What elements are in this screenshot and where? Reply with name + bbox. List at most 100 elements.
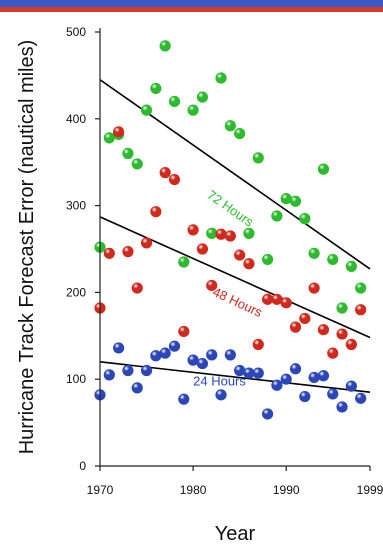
data-point xyxy=(308,247,320,259)
data-point xyxy=(271,379,283,391)
trend-line xyxy=(99,79,371,270)
trend-line xyxy=(99,216,371,339)
data-point xyxy=(261,408,274,420)
x-tick-label: 1990 xyxy=(273,483,300,497)
data-point xyxy=(252,338,264,351)
series-label: 72 Hours xyxy=(204,187,256,230)
data-point xyxy=(131,158,143,170)
y-tick-label: 100 xyxy=(66,372,86,386)
data-point xyxy=(187,354,199,366)
data-point xyxy=(345,380,357,392)
data-point xyxy=(150,82,162,95)
data-point xyxy=(308,371,320,384)
y-axis-title: Hurricane Track Forecast Error (nautical… xyxy=(16,40,38,455)
data-point xyxy=(355,304,367,316)
data-point xyxy=(289,195,302,207)
data-point xyxy=(122,364,134,377)
data-point xyxy=(299,213,311,225)
y-tick-label: 200 xyxy=(66,285,86,299)
data-point xyxy=(308,282,320,294)
header-stripe-red xyxy=(0,7,383,12)
data-point xyxy=(243,227,255,239)
data-point xyxy=(345,260,357,272)
data-point xyxy=(215,228,227,240)
data-point xyxy=(196,357,209,370)
series-label: 24 Hours xyxy=(193,373,246,388)
data-point xyxy=(317,163,330,175)
data-point xyxy=(280,373,292,385)
data-point xyxy=(103,132,115,144)
data-point xyxy=(345,338,357,351)
data-point xyxy=(243,258,255,270)
data-point xyxy=(206,349,218,361)
data-point xyxy=(178,256,190,268)
data-point xyxy=(317,370,330,382)
x-tick-label: 1970 xyxy=(87,483,114,497)
data-point xyxy=(150,350,162,362)
data-point xyxy=(206,227,218,239)
data-point xyxy=(234,249,246,261)
data-point xyxy=(103,247,115,259)
data-point xyxy=(261,253,274,266)
data-point xyxy=(150,206,162,218)
data-point xyxy=(336,328,348,340)
data-point xyxy=(168,95,181,108)
data-point xyxy=(103,369,115,381)
data-point xyxy=(271,293,283,305)
data-point xyxy=(187,104,199,116)
data-point xyxy=(215,72,227,84)
data-point xyxy=(252,152,264,164)
data-point xyxy=(252,367,264,379)
x-axis-title: Year xyxy=(215,523,256,545)
data-point xyxy=(224,230,236,242)
header-stripe-blue xyxy=(0,0,383,7)
data-point xyxy=(187,224,199,236)
data-point xyxy=(289,321,302,333)
data-point xyxy=(261,293,274,305)
data-point xyxy=(224,120,236,132)
data-point xyxy=(196,243,209,255)
data-point xyxy=(327,347,339,359)
data-point xyxy=(215,389,227,401)
data-point xyxy=(234,127,246,140)
data-point xyxy=(224,349,236,361)
data-point xyxy=(140,237,153,249)
data-point xyxy=(168,340,181,352)
data-points xyxy=(94,40,367,420)
data-point xyxy=(299,390,311,403)
data-point xyxy=(289,363,302,375)
data-point xyxy=(122,246,134,258)
data-point xyxy=(327,388,339,400)
data-point xyxy=(131,382,143,394)
data-point xyxy=(206,279,218,292)
data-point xyxy=(355,392,367,404)
x-tick-label: 1980 xyxy=(180,483,207,497)
data-point xyxy=(140,364,153,377)
data-point xyxy=(159,40,171,52)
data-point xyxy=(336,401,348,413)
data-point xyxy=(122,147,134,160)
data-point xyxy=(113,342,125,354)
series-label: 48 Hours xyxy=(210,284,265,320)
data-point xyxy=(178,393,190,405)
data-point xyxy=(159,347,171,359)
data-point xyxy=(140,104,153,116)
y-tick-label: 0 xyxy=(79,459,86,473)
data-point xyxy=(280,297,292,309)
data-point xyxy=(327,253,339,266)
y-tick-label: 500 xyxy=(66,25,86,39)
data-point xyxy=(131,282,143,294)
data-point xyxy=(355,282,367,294)
data-point xyxy=(113,126,125,138)
axes: 0 100 200 300 400 500 1970 1980 1990 1999 xyxy=(66,25,383,497)
data-point xyxy=(317,324,330,336)
data-point xyxy=(178,325,190,338)
data-point xyxy=(168,173,181,186)
data-point xyxy=(299,312,311,325)
y-tick-label: 300 xyxy=(66,199,86,213)
data-point xyxy=(159,167,171,179)
x-tick-label: 1999 xyxy=(357,483,383,497)
y-tick-label: 400 xyxy=(66,112,86,126)
data-point xyxy=(271,210,283,222)
